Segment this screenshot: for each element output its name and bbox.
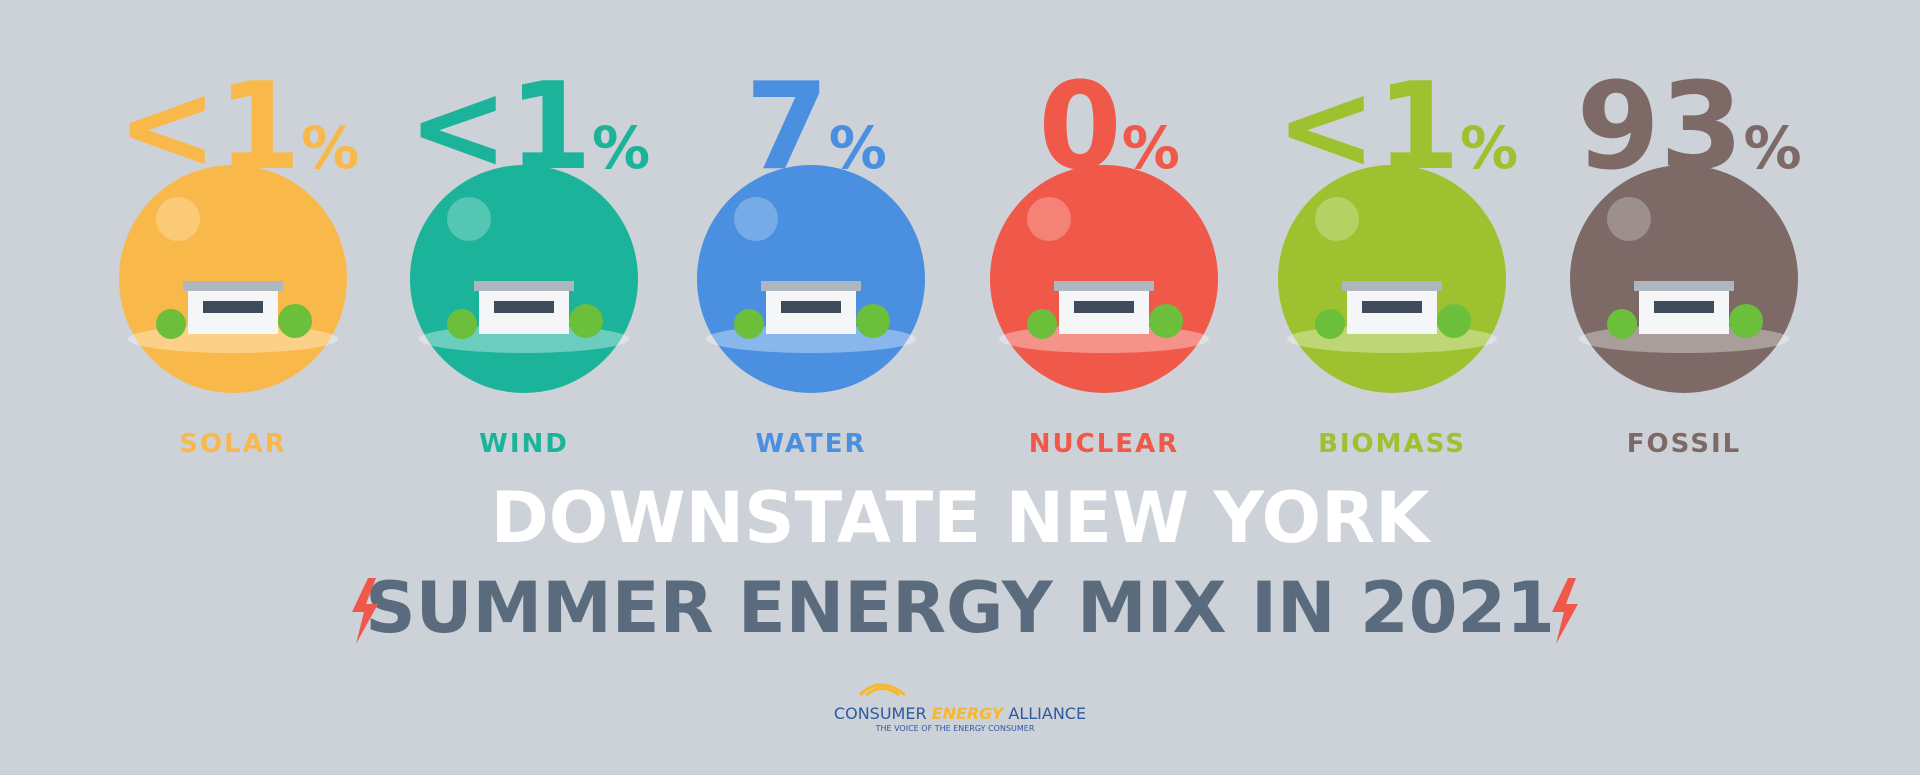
tree [1729,304,1763,338]
energy-item: <1% SOLAR [117,58,359,459]
energy-label: BIOMASS [1318,429,1466,459]
energy-item: 0% NUCLEAR [990,58,1218,459]
building-roof [761,281,861,291]
tree [1607,309,1637,339]
tree [156,309,186,339]
percent-number: <1 [117,58,301,197]
energy-circle [410,165,638,393]
energy-circle [1570,165,1798,393]
logo-word: CONSUMER [834,704,927,723]
energy-item: <1% WIND [408,58,650,459]
energy-label: FOSSIL [1627,429,1741,459]
logo-word: ENERGY [932,704,1005,723]
building-roof [183,281,283,291]
percent-unit: % [1460,114,1518,182]
lightning-left [352,578,378,644]
energy-label: WATER [755,429,866,459]
percent-unit: % [1122,114,1180,182]
sun-glow [1607,197,1651,241]
building-window [1362,301,1422,313]
tree [278,304,312,338]
percent-number: 0 [1038,58,1122,197]
percent-unit: % [301,114,359,182]
logo: CONSUMER ENERGY ALLIANCE THE VOICE OF TH… [834,683,1086,733]
logo-word: ALLIANCE [1008,704,1086,723]
sun-glow [447,197,491,241]
percent-unit: % [1743,114,1801,182]
sun-glow [734,197,778,241]
building-roof [1634,281,1734,291]
energy-label: WIND [479,429,569,459]
percent-value: 93% [1576,58,1801,197]
percent-unit: % [592,114,650,182]
title-line1: DOWNSTATE NEW YORK [491,477,1432,559]
tree [1149,304,1183,338]
energy-circle [990,165,1218,393]
percent-value: 7% [745,58,887,197]
energy-item: 93% FOSSIL [1570,58,1802,459]
lightning-right [1552,578,1578,644]
tree [1315,309,1345,339]
percent-number: <1 [1276,58,1460,197]
building-roof [1342,281,1442,291]
energy-circle [119,165,347,393]
percent-value: <1% [117,58,359,197]
percent-number: <1 [408,58,592,197]
logo-text: CONSUMER ENERGY ALLIANCE [834,704,1086,723]
energy-circle [1278,165,1506,393]
tree [1027,309,1057,339]
energy-label: NUCLEAR [1029,429,1179,459]
title-line2: SUMMER ENERGY MIX IN 2021 [365,567,1555,649]
building-window [1654,301,1714,313]
logo-arc [858,683,906,697]
tree [447,309,477,339]
energy-label: SOLAR [179,429,287,459]
percent-number: 7 [745,58,829,197]
tree [856,304,890,338]
percent-value: <1% [408,58,650,197]
tree [1437,304,1471,338]
percent-unit: % [829,114,887,182]
sun-glow [156,197,200,241]
percent-value: <1% [1276,58,1518,197]
logo-tagline: THE VOICE OF THE ENERGY CONSUMER [875,724,1035,733]
energy-circle [697,165,925,393]
percent-value: 0% [1038,58,1180,197]
building-roof [1054,281,1154,291]
building-window [1074,301,1134,313]
tree [734,309,764,339]
building-window [781,301,841,313]
building-window [494,301,554,313]
energy-item: <1% BIOMASS [1276,58,1518,459]
sun-glow [1315,197,1359,241]
tree [569,304,603,338]
building-roof [474,281,574,291]
sun-glow [1027,197,1071,241]
energy-item: 7% WATER [697,58,925,459]
building-window [203,301,263,313]
percent-number: 93 [1576,58,1743,197]
logo-arc [865,687,900,697]
